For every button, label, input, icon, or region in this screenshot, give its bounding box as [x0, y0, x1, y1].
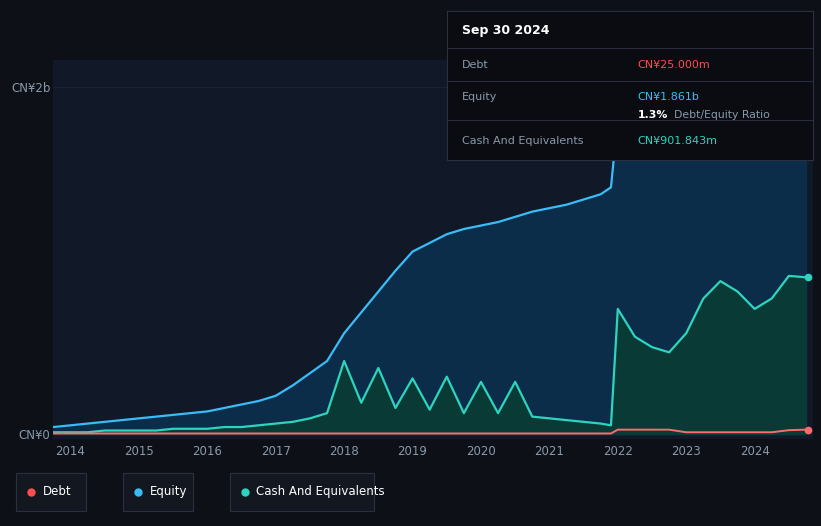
Text: Debt: Debt	[462, 60, 488, 70]
Text: Equity: Equity	[149, 485, 187, 498]
Text: Cash And Equivalents: Cash And Equivalents	[256, 485, 385, 498]
Text: Cash And Equivalents: Cash And Equivalents	[462, 136, 584, 146]
Text: 1.3%: 1.3%	[637, 110, 667, 120]
Text: Debt: Debt	[43, 485, 71, 498]
FancyBboxPatch shape	[230, 473, 374, 511]
Text: CN¥25.000m: CN¥25.000m	[637, 60, 710, 70]
Text: CN¥1.861b: CN¥1.861b	[637, 93, 699, 103]
Text: Sep 30 2024: Sep 30 2024	[462, 24, 549, 37]
Text: Equity: Equity	[462, 93, 498, 103]
Text: Debt/Equity Ratio: Debt/Equity Ratio	[674, 110, 770, 120]
FancyBboxPatch shape	[16, 473, 86, 511]
FancyBboxPatch shape	[123, 473, 193, 511]
Text: CN¥901.843m: CN¥901.843m	[637, 136, 718, 146]
